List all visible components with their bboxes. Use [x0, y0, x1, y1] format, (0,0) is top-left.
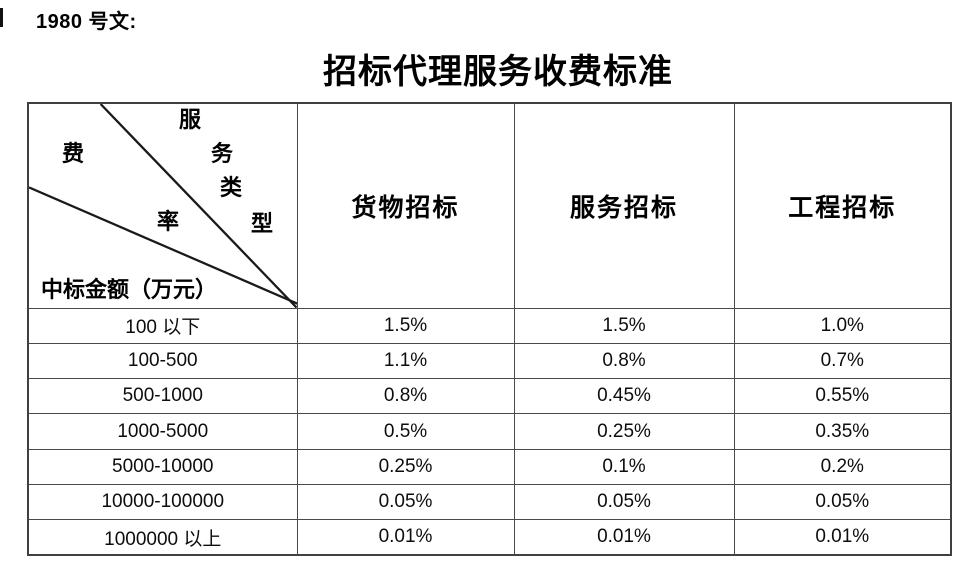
service-type-label-char: 型 — [251, 211, 274, 236]
rate-label-char: 费 — [62, 141, 85, 166]
amount-axis-label: 中标金额（万元） — [41, 277, 218, 302]
rate-cell: 1.1% — [296, 342, 515, 380]
rate-cell: 0.35% — [733, 413, 952, 450]
service-type-label-char: 务 — [211, 141, 234, 166]
amount-range-cell: 5000-10000 — [27, 448, 298, 485]
table-row: 1000-5000 0.5% 0.25% 0.35% — [27, 413, 952, 450]
rate-cell: 0.01% — [513, 519, 735, 556]
rate-cell: 0.1% — [513, 448, 735, 485]
rate-cell: 0.7% — [733, 342, 952, 380]
scan-edge-artifact — [0, 8, 3, 27]
table-row: 1000000 以上 0.01% 0.01% 0.01% — [27, 519, 952, 556]
column-header-service-bidding: 服务招标 — [513, 102, 735, 309]
rate-label-char: 率 — [157, 209, 180, 234]
diagonal-divider-lines — [29, 104, 296, 307]
table-header-row: 服 务 类 型 费 率 中标金额（万元） 货物招标 服务招标 工程招标 — [27, 102, 952, 309]
fee-standard-table: 服 务 类 型 费 率 中标金额（万元） 货物招标 服务招标 工程招标 100 … — [27, 102, 952, 557]
rate-cell: 0.05% — [733, 483, 952, 521]
rate-cell: 0.45% — [513, 378, 735, 415]
rate-cell: 0.01% — [296, 519, 515, 556]
page-title: 招标代理服务收费标准 — [323, 54, 673, 91]
table-row: 500-1000 0.8% 0.45% 0.55% — [27, 378, 952, 415]
amount-range-cell: 100-500 — [27, 342, 298, 380]
rate-cell: 0.01% — [733, 519, 952, 556]
document-ref-label: 1980 号文: — [36, 11, 137, 33]
amount-range-cell: 500-1000 — [27, 378, 298, 415]
table-row: 100 以下 1.5% 1.5% 1.0% — [27, 307, 952, 344]
rate-cell: 0.5% — [296, 413, 515, 450]
rate-cell: 1.5% — [296, 307, 515, 344]
rate-cell: 0.05% — [296, 483, 515, 521]
service-type-label-char: 服 — [179, 107, 202, 132]
amount-range-cell: 1000000 以上 — [27, 519, 298, 556]
rate-cell: 0.8% — [513, 342, 735, 380]
rate-cell: 1.5% — [513, 307, 735, 344]
rate-cell: 0.55% — [733, 378, 952, 415]
table-row: 10000-100000 0.05% 0.05% 0.05% — [27, 483, 952, 521]
amount-range-cell: 100 以下 — [27, 307, 298, 344]
column-header-engineering-bidding: 工程招标 — [733, 102, 952, 309]
rate-cell: 0.05% — [513, 483, 735, 521]
table-row: 100-500 1.1% 0.8% 0.7% — [27, 342, 952, 380]
rate-cell: 0.25% — [513, 413, 735, 450]
diagonal-header-cell: 服 务 类 型 费 率 中标金额（万元） — [27, 102, 298, 309]
amount-range-cell: 1000-5000 — [27, 413, 298, 450]
rate-cell: 1.0% — [733, 307, 952, 344]
rate-cell: 0.2% — [733, 448, 952, 485]
table-row: 5000-10000 0.25% 0.1% 0.2% — [27, 448, 952, 485]
column-header-goods-bidding: 货物招标 — [296, 102, 515, 309]
amount-range-cell: 10000-100000 — [27, 483, 298, 521]
service-type-label-char: 类 — [220, 175, 243, 200]
rate-cell: 0.8% — [296, 378, 515, 415]
rate-cell: 0.25% — [296, 448, 515, 485]
